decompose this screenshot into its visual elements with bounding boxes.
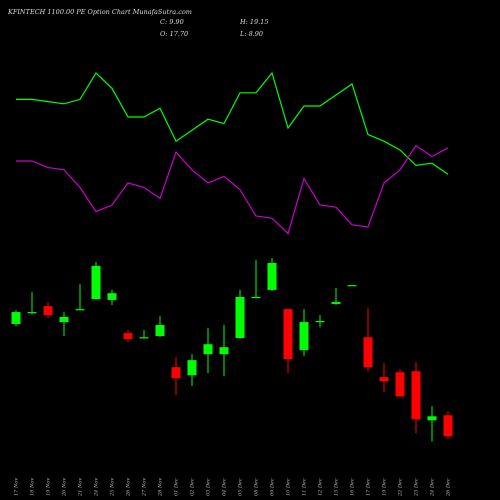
x-tick-label: 27 Nov bbox=[142, 478, 148, 497]
x-tick-label: 09 Dec bbox=[270, 478, 276, 496]
x-tick-label: 25 Nov bbox=[110, 478, 116, 497]
x-tick-label: 08 Dec bbox=[254, 478, 260, 496]
candle-body bbox=[219, 347, 229, 355]
x-tick-label: 16 Dec bbox=[350, 478, 356, 496]
candle-body bbox=[427, 416, 437, 421]
candle-body bbox=[379, 377, 389, 382]
x-tick-label: 19 Dec bbox=[382, 478, 388, 496]
candle-body bbox=[315, 320, 325, 323]
candle-body bbox=[11, 312, 21, 324]
x-tick-label: 24 Nov bbox=[94, 478, 100, 497]
x-tick-label: 20 Nov bbox=[62, 478, 68, 497]
x-tick-label: 02 Dec bbox=[190, 478, 196, 496]
candle-body bbox=[411, 371, 421, 420]
candle-body bbox=[363, 337, 373, 368]
x-tick-label: 28 Nov bbox=[158, 478, 164, 497]
candle-body bbox=[107, 293, 117, 300]
candle-body bbox=[347, 285, 357, 287]
x-tick-label: 18 Nov bbox=[30, 478, 36, 496]
chart-title: KFINTECH 1100.00 PE Option Chart MunafaS… bbox=[7, 8, 192, 16]
candle-body bbox=[395, 372, 405, 397]
x-tick-label: 11 Dec bbox=[302, 478, 308, 496]
candle-body bbox=[267, 262, 277, 290]
candle-body bbox=[155, 325, 165, 337]
candle-body bbox=[123, 333, 133, 340]
x-tick-label: 04 Dec bbox=[222, 478, 228, 496]
summary-close: C: 9.90 bbox=[160, 18, 184, 26]
summary-high: H: 19.15 bbox=[239, 18, 269, 26]
candle-body bbox=[59, 316, 69, 323]
candle-body bbox=[443, 415, 453, 437]
x-tick-label: 22 Dec bbox=[398, 478, 404, 497]
x-tick-label: 17 Dec bbox=[366, 478, 372, 496]
x-tick-label: 23 Dec bbox=[414, 478, 420, 497]
x-tick-label: 19 Nov bbox=[46, 478, 52, 496]
candle-body bbox=[187, 360, 197, 376]
x-tick-label: 15 Dec bbox=[334, 478, 340, 496]
x-tick-label: 12 Dec bbox=[318, 478, 324, 496]
summary-open: O: 17.70 bbox=[160, 30, 188, 38]
indicator-line bbox=[16, 71, 449, 175]
candle-body bbox=[299, 322, 309, 351]
candle-body bbox=[331, 302, 341, 304]
candle-body bbox=[27, 312, 37, 314]
candle-body bbox=[235, 296, 245, 338]
candle-body bbox=[203, 344, 213, 355]
x-tick-label: 10 Dec bbox=[286, 478, 292, 496]
candle-body bbox=[283, 309, 293, 360]
x-tick-label: 21 Nov bbox=[78, 478, 84, 497]
x-tick-label: 26 Nov bbox=[126, 478, 132, 497]
summary-low: L: 8.90 bbox=[239, 30, 263, 38]
indicator-line bbox=[16, 144, 449, 235]
candle-body bbox=[43, 306, 53, 316]
candle-body bbox=[91, 265, 101, 300]
candle-body bbox=[139, 337, 149, 339]
candle-body bbox=[251, 296, 261, 299]
x-tick-label: 01 Dec bbox=[174, 478, 180, 496]
x-tick-label: 17 Nov bbox=[14, 478, 20, 496]
x-tick-label: 05 Dec bbox=[238, 478, 244, 496]
x-tick-label: 24 Dec bbox=[430, 478, 436, 497]
x-tick-label: 26 Dec bbox=[446, 478, 452, 497]
candle-body bbox=[75, 309, 85, 311]
candle-body bbox=[171, 367, 181, 379]
x-tick-label: 03 Dec bbox=[206, 478, 212, 496]
